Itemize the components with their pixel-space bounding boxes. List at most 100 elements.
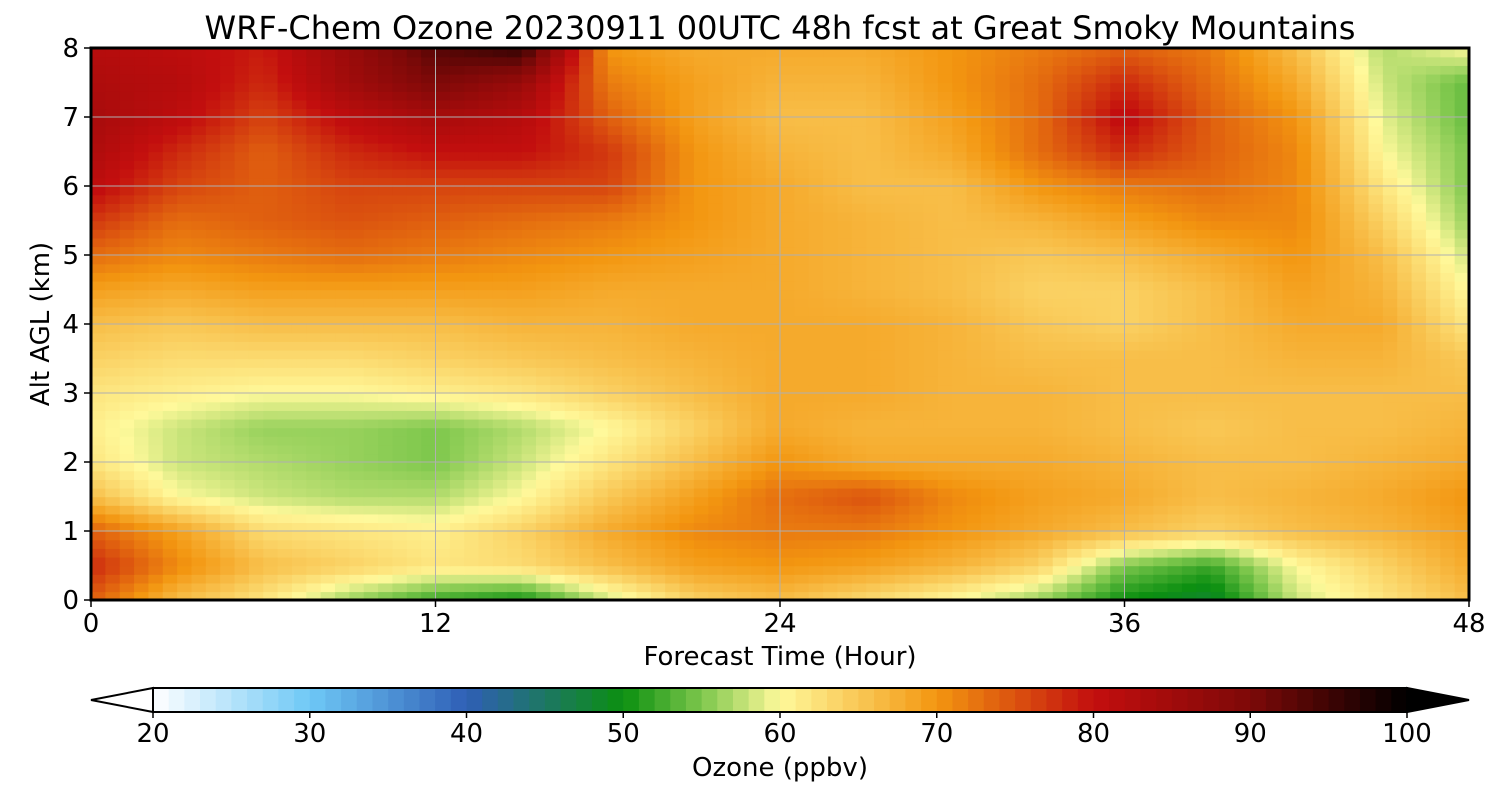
heatmap-cell [1282,151,1298,161]
heatmap-cell [851,315,867,325]
heatmap-cell [665,591,681,600]
heatmap-cell [306,496,322,506]
heatmap-cell [1095,522,1111,532]
heatmap-cell [622,341,638,351]
heatmap-cell [1454,487,1469,498]
heatmap-cell [291,384,308,394]
heatmap-cell [277,496,293,506]
heatmap-cell [1454,220,1469,230]
heatmap-cell [335,513,351,524]
heatmap-cell [105,341,121,351]
heatmap-cell [521,591,537,600]
heatmap-cell [406,505,422,515]
heatmap-cell [162,203,178,213]
heatmap-cell [579,401,595,411]
heatmap-cell [1138,367,1154,377]
heatmap-cell [1196,306,1212,317]
heatmap-cell [693,565,709,575]
heatmap-cell [564,548,580,558]
heatmap-cell [1368,151,1384,161]
heatmap-cell [248,349,264,360]
heatmap-cell [1124,211,1140,222]
heatmap-cell [780,203,796,213]
heatmap-cell [191,289,207,299]
heatmap-cell [1067,177,1083,187]
heatmap-cell [1153,358,1169,368]
heatmap-cell [794,401,810,411]
heatmap-cell [205,203,221,213]
heatmap-cell [205,444,221,455]
heatmap-cell [421,168,437,179]
heatmap-cell [191,496,207,506]
heatmap-cell [1239,453,1255,463]
heatmap-cell [1454,211,1469,222]
heatmap-cell [923,324,939,334]
heatmap-cell [378,418,394,429]
heatmap-cell [1052,160,1068,170]
heatmap-cell [134,367,150,377]
heatmap-cell [1354,375,1370,386]
heatmap-cell [866,539,882,549]
heatmap-cell [937,289,953,299]
heatmap-cell [220,186,236,196]
heatmap-cell [464,220,480,230]
heatmap-cell [392,393,408,403]
heatmap-cell [263,358,279,368]
heatmap-cell [765,349,781,360]
heatmap-cell [464,263,480,273]
heatmap-cell [1253,496,1269,506]
heatmap-cell [1110,349,1126,360]
heatmap-cell [1224,229,1241,239]
heatmap-cell [966,487,982,498]
heatmap-cell [1411,427,1427,437]
heatmap-cell [91,556,107,567]
heatmap-cell [579,574,595,584]
heatmap-cell [1268,384,1284,394]
heatmap-cell [851,280,867,291]
heatmap-cell [1009,194,1025,204]
heatmap-cell [665,505,681,515]
heatmap-cell [1440,349,1456,360]
heatmap-cell [521,556,537,567]
heatmap-cell [765,341,781,351]
heatmap-cell [909,401,925,411]
heatmap-cell [894,194,910,204]
heatmap-cell [808,341,824,351]
heatmap-cell [722,186,738,196]
heatmap-cell [335,168,351,179]
heatmap-cell [980,522,997,532]
heatmap-cell [679,298,695,308]
heatmap-cell [1110,341,1126,351]
heatmap-cell [665,255,681,265]
heatmap-cell [607,487,623,498]
heatmap-cell [1081,151,1097,161]
heatmap-cell [378,548,394,558]
heatmap-cell [162,574,178,584]
heatmap-cell [923,393,939,403]
heatmap-cell [765,513,781,524]
heatmap-cell [780,298,796,308]
heatmap-cell [234,237,250,248]
heatmap-cell [119,280,135,291]
heatmap-cell [421,479,437,489]
heatmap-cell [205,453,221,463]
heatmap-cell [177,324,193,334]
heatmap-cell [306,168,322,179]
heatmap-cell [507,401,523,411]
heatmap-cell [91,324,107,334]
heatmap-cell [751,237,767,248]
heatmap-cell [607,358,623,368]
heatmap-cell [1081,453,1097,463]
heatmap-cell [1239,582,1255,593]
heatmap-cell [335,427,351,437]
heatmap-cell [478,367,494,377]
heatmap-cell [162,289,178,299]
heatmap-cell [1138,246,1154,256]
heatmap-cell [995,384,1011,394]
heatmap-cell [248,151,264,161]
heatmap-cell [550,349,566,360]
heatmap-cell [1325,548,1341,558]
heatmap-cell [1224,393,1241,403]
heatmap-cell [320,591,336,600]
heatmap-cell [406,341,422,351]
